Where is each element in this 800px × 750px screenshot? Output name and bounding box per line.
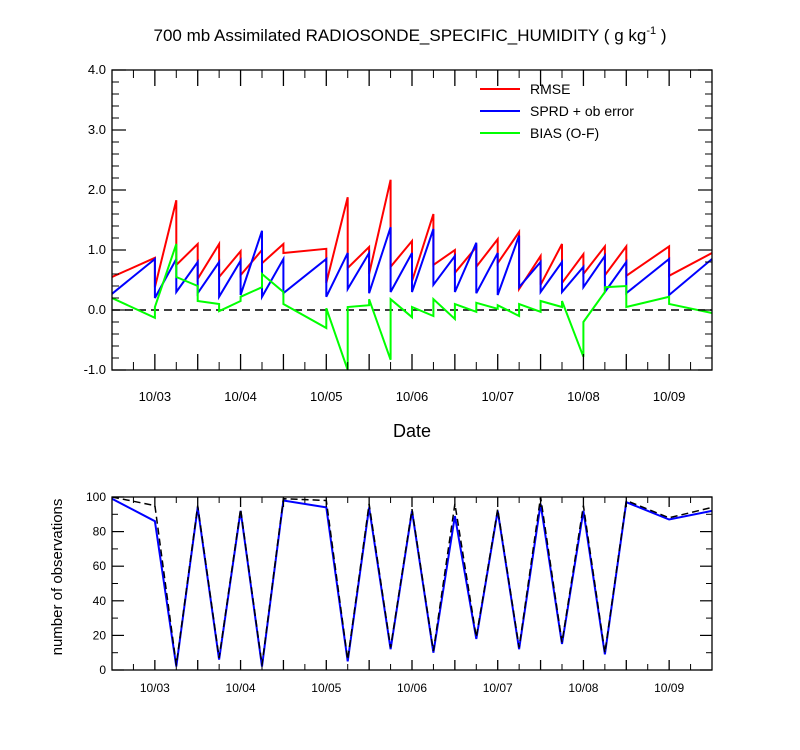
series-line-sprd-ob-error <box>112 226 712 301</box>
x-tick-label: 10/06 <box>397 681 427 695</box>
x-tick-label: 10/04 <box>226 681 256 695</box>
y-tick-label: 100 <box>86 490 106 504</box>
x-tick-label: 10/08 <box>568 681 598 695</box>
legend-label-1: SPRD + ob error <box>530 103 634 119</box>
y-tick-label: 3.0 <box>88 122 106 137</box>
x-tick-label: 10/09 <box>653 389 686 404</box>
bottom-panel: 0 20 40 60 80 100 10/03 10/04 10/05 10/06 10/07 10/… <box>86 490 713 695</box>
bottom-y-axis-label: number of observations <box>49 499 66 656</box>
top-x-axis-label: Date <box>393 421 431 441</box>
x-tick-label: 10/04 <box>224 389 257 404</box>
x-tick-label: 10/06 <box>396 389 429 404</box>
x-tick-label: 10/07 <box>481 389 514 404</box>
y-tick-label: 2.0 <box>88 182 106 197</box>
x-tick-label: 10/07 <box>483 681 513 695</box>
y-tick-label: 4.0 <box>88 62 106 77</box>
series-line-possible <box>112 497 712 665</box>
chart-title-superscript: -1 <box>646 25 656 37</box>
chart-title: 700 mb Assimilated RADIOSONDE_SPECIFIC_H… <box>154 25 667 45</box>
x-tick-label: 10/05 <box>310 389 343 404</box>
y-tick-label: 20 <box>93 628 107 642</box>
y-tick-label: 0.0 <box>88 302 106 317</box>
series-line-used <box>112 497 712 667</box>
top-panel: -1.0 0.0 1.0 2.0 3.0 4.0 10/03 10/04 10/05 10/06 1… <box>84 62 713 404</box>
chart-title-end: ) <box>656 26 666 45</box>
legend-label-0: RMSE <box>530 81 570 97</box>
plot-frame <box>111 496 713 671</box>
x-tick-label: 10/05 <box>311 681 341 695</box>
x-tick-label: 10/03 <box>140 681 170 695</box>
legend-label-2: BIAS (O-F) <box>530 125 599 141</box>
y-tick-label: -1.0 <box>84 362 106 377</box>
y-tick-label: 60 <box>93 559 107 573</box>
chart-title-main: 700 mb Assimilated RADIOSONDE_SPECIFIC_H… <box>154 26 647 45</box>
x-tick-label: 10/03 <box>139 389 172 404</box>
y-tick-label: 1.0 <box>88 242 106 257</box>
y-tick-label: 40 <box>93 594 107 608</box>
y-tick-label: 0 <box>99 663 106 677</box>
x-tick-label: 10/09 <box>654 681 684 695</box>
y-tick-label: 80 <box>93 525 107 539</box>
x-tick-label: 10/08 <box>567 389 600 404</box>
series-line-bias-o-f- <box>112 243 712 370</box>
